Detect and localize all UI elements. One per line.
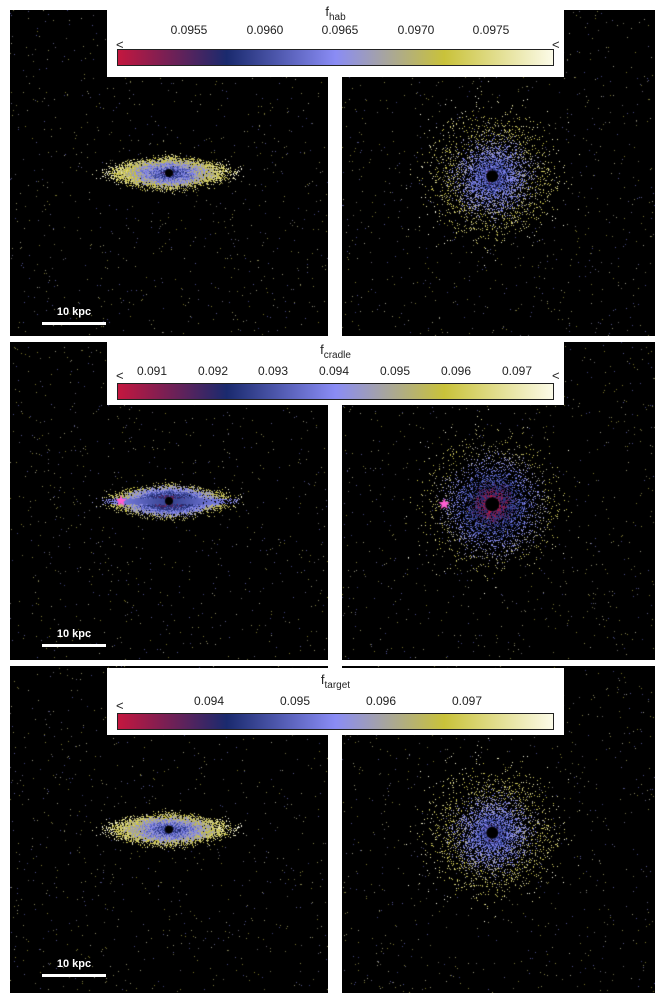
tick-label: 0.097	[451, 694, 483, 708]
colorbar-hab: fhab 0.0955 0.0960 0.0965 0.0970 0.0975 …	[107, 0, 564, 77]
tick-label: 0.0960	[246, 23, 284, 37]
tick-label: 0.096	[365, 694, 397, 708]
colorbar-cradle: fcradle 0.091 0.092 0.093 0.094 0.095 0.…	[107, 338, 564, 405]
underflow-marker: <	[116, 37, 124, 52]
colorbar-tick-labels: 0.094 0.095 0.096 0.097	[107, 694, 564, 710]
tick-label: 0.094	[318, 364, 350, 378]
tick-label: 0.0970	[397, 23, 435, 37]
colorbar-gradient	[117, 713, 554, 730]
tick-label: 0.0955	[170, 23, 208, 37]
scale-bar-label: 10 kpc	[56, 958, 92, 970]
colorbar-title: fcradle	[320, 342, 351, 361]
tick-label: 0.092	[197, 364, 229, 378]
tick-label: 0.0965	[321, 23, 359, 37]
underflow-marker: <	[116, 698, 124, 713]
scale-bar-line	[42, 644, 106, 647]
colorbar-gradient	[117, 383, 554, 400]
colorbar-target: ftarget 0.094 0.095 0.096 0.097 <	[107, 668, 564, 735]
colorbar-title: fhab	[325, 4, 346, 23]
tick-label: 0.091	[136, 364, 168, 378]
scale-bar-line	[42, 322, 106, 325]
scale-bar-line	[42, 974, 106, 977]
tick-label: 0.095	[379, 364, 411, 378]
underflow-marker: <	[116, 368, 124, 383]
overflow-marker: <	[552, 37, 560, 52]
scale-bar-label: 10 kpc	[56, 628, 92, 640]
colorbar-title: ftarget	[320, 672, 351, 691]
colorbar-gradient	[117, 49, 554, 66]
tick-label: 0.093	[257, 364, 289, 378]
tick-label: 0.096	[440, 364, 472, 378]
tick-label: 0.094	[193, 694, 225, 708]
colorbar-tick-labels: 0.0955 0.0960 0.0965 0.0970 0.0975	[107, 23, 564, 39]
tick-label: 0.0975	[472, 23, 510, 37]
tick-label: 0.095	[279, 694, 311, 708]
scale-bar-label: 10 kpc	[56, 306, 92, 318]
tick-label: 0.097	[501, 364, 533, 378]
colorbar-tick-labels: 0.091 0.092 0.093 0.094 0.095 0.096 0.09…	[107, 364, 564, 380]
overflow-marker: <	[552, 368, 560, 383]
